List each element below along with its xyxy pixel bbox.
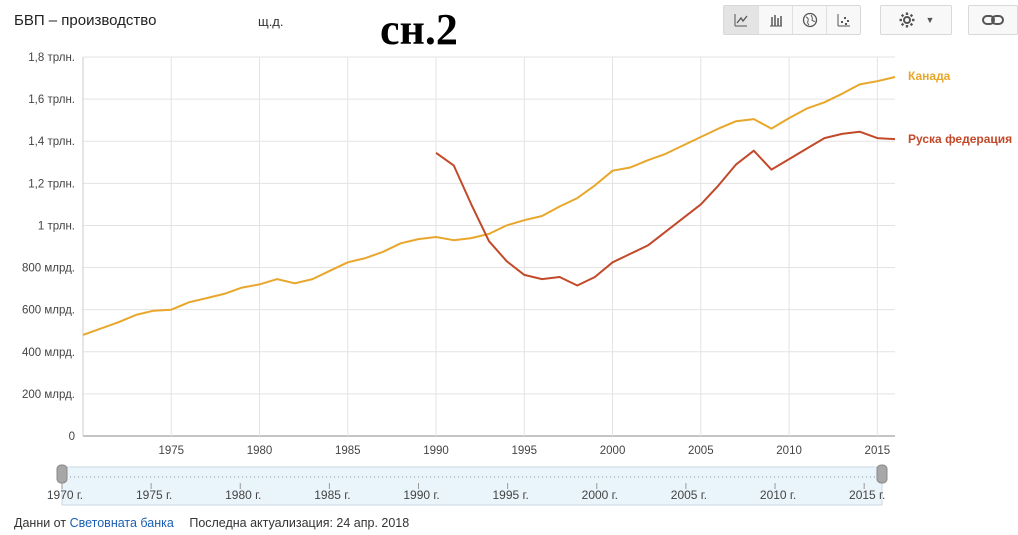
series-lines [82, 76, 896, 336]
slider-label: 2010 г. [760, 488, 796, 502]
slider-handle[interactable] [876, 464, 888, 484]
legend-label: Руска федерация [908, 132, 1012, 146]
x-tick-label: 1985 [335, 445, 361, 457]
map-button[interactable] [792, 6, 826, 34]
grid [82, 56, 895, 437]
scatter-icon [837, 14, 850, 27]
line-chart-button[interactable] [724, 6, 758, 34]
bar-chart-icon [769, 15, 782, 27]
x-tick-label: 1975 [158, 445, 184, 457]
globe-icon [802, 12, 817, 28]
y-tick-label: 0 [69, 431, 75, 443]
scatter-button[interactable] [826, 6, 860, 34]
y-tick-label: 1 трлн. [38, 220, 75, 232]
y-tick-label: 400 млрд. [22, 347, 75, 359]
y-tick-label: 1,6 трлн. [28, 94, 75, 106]
footer: Данни от Световната банка Последна актуа… [14, 516, 409, 530]
slider-label: 2015 г. [849, 488, 885, 502]
x-tick-label: 2005 [688, 445, 714, 457]
slider-label: 1985 г. [314, 488, 350, 502]
source-prefix: Данни от [14, 516, 67, 530]
gear-icon [899, 12, 915, 28]
chart-title: БВП – производство [14, 12, 157, 29]
slider-label: 1995 г. [493, 488, 529, 502]
x-tick-label: 1995 [512, 445, 538, 457]
x-tick-label: 1990 [423, 445, 449, 457]
link-button[interactable] [969, 6, 1017, 34]
x-tick-label: 2010 [776, 445, 802, 457]
y-tick-label: 1,2 трлн. [28, 178, 75, 190]
slider-label: 1970 г. [47, 488, 83, 502]
chart-type-toolbar [723, 5, 861, 35]
y-axis: 0 200 млрд. 400 млрд. 600 млрд. 800 млрд. 1 т… [22, 52, 75, 443]
slider-label: 1975 г. [136, 488, 172, 502]
series-line [435, 130, 896, 287]
chevron-down-icon: ▼ [925, 15, 935, 25]
legend-label: Канада [908, 69, 951, 83]
y-tick-label: 1,4 трлн. [28, 136, 75, 148]
bar-chart-button[interactable] [758, 6, 792, 34]
slider-label: 2000 г. [582, 488, 618, 502]
x-tick-label: 2000 [600, 445, 626, 457]
unit-label: щ.д. [258, 14, 284, 29]
y-tick-label: 1,8 трлн. [28, 52, 75, 64]
slider-label: 1980 г. [225, 488, 261, 502]
source-link[interactable]: Световната банка [69, 516, 174, 530]
line-chart-icon [734, 14, 748, 27]
y-tick-label: 600 млрд. [22, 305, 75, 317]
slider-label: 2005 г. [671, 488, 707, 502]
share-toolbar [968, 5, 1018, 35]
x-axis: 1975 1980 1985 1990 1995 2000 2005 2010 2015 [158, 445, 890, 457]
slider-handle[interactable] [56, 464, 68, 484]
y-tick-label: 800 млрд. [22, 263, 75, 275]
slider-label: 1990 г. [403, 488, 439, 502]
x-tick-label: 1980 [247, 445, 273, 457]
x-tick-label: 2015 [865, 445, 891, 457]
settings-button[interactable]: ▼ [881, 6, 951, 34]
legend: Канада Руска федерация [908, 69, 1012, 146]
settings-toolbar: ▼ [880, 5, 952, 35]
link-icon [982, 15, 1004, 25]
range-slider[interactable]: 1970 г. 1975 г. 1980 г. 1985 г. 1990 г. 1995 … [47, 464, 888, 506]
overlay-annotation: сн.2 [380, 5, 458, 54]
last-updated: Последна актуализация: 24 апр. 2018 [189, 516, 410, 530]
y-tick-label: 200 млрд. [22, 389, 75, 401]
chart-area: 0 200 млрд. 400 млрд. 600 млрд. 800 млрд. 1 т… [22, 52, 1012, 506]
series-line [82, 76, 896, 336]
